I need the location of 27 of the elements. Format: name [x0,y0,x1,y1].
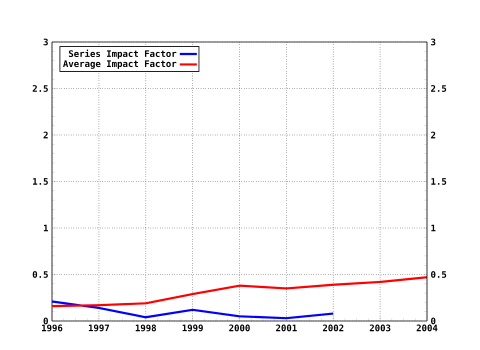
y-tick-label: 3 [44,38,48,46]
y2-tick-label: 2.5 [431,85,446,92]
y-tick-label: 2.5 [32,85,48,92]
x-tick-label: 2000 [229,324,250,332]
y-tick-label: 0 [44,318,48,324]
line-series [52,300,334,320]
legend-label: Average Impact Factor [63,60,176,69]
y-tick-label: 2 [44,132,48,138]
x-tick-label: 1996 [42,324,62,332]
x-tick-label: 2004 [416,324,438,332]
x-tick-label: 1999 [182,324,203,332]
y-tick-label: 1.5 [33,178,48,185]
x-tick-label: 2002 [322,324,344,332]
y2-tick-label: 3 [431,38,436,46]
x-tick-label: 1997 [88,324,110,332]
legend-label: Series Impact Factor [68,50,176,59]
x-tick-label: 2001 [276,324,297,332]
x-tick-label: 1998 [136,324,156,332]
y-tick-label: 0.5 [32,271,48,278]
y2-tick-label: 0.5 [431,271,446,278]
y-tick-label: 1 [44,224,48,232]
y2-tick-label: 1 [431,224,436,232]
line-series [52,276,427,308]
y2-tick-label: 2 [431,132,436,138]
x-tick-label: 2003 [370,324,390,332]
y2-tick-label: 1.5 [431,178,446,185]
y2-tick-label: 0 [431,318,436,324]
